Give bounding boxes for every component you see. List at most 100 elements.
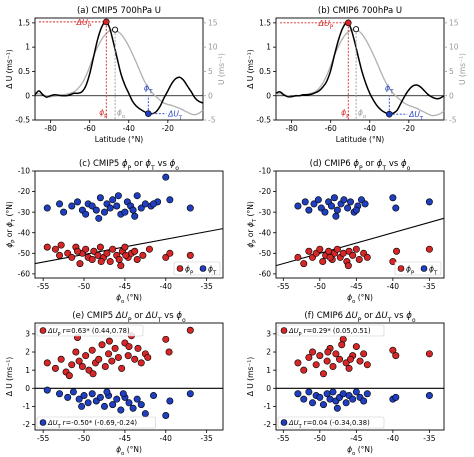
y-tick-label: 3 bbox=[25, 329, 30, 338]
red-point bbox=[78, 363, 86, 371]
legend-bottom-left: ΔUT r=0.04 (-0.34,0.38) bbox=[277, 416, 385, 430]
red-point bbox=[115, 255, 123, 263]
y-right-tick-label: -5 bbox=[208, 116, 216, 125]
red-point bbox=[114, 353, 122, 361]
red-point bbox=[64, 249, 72, 257]
y-right-tick-label: 15 bbox=[449, 18, 459, 27]
y-tick-label: 1 bbox=[25, 366, 30, 375]
blue-point bbox=[133, 395, 141, 403]
red-point bbox=[118, 364, 126, 372]
red-point bbox=[294, 253, 302, 261]
red-point bbox=[344, 262, 352, 270]
x-tick-label: -45 bbox=[350, 282, 362, 291]
y-axis-label: Δ U (ms⁻¹) bbox=[5, 49, 14, 88]
text-span: ϕ bbox=[208, 264, 213, 273]
red-point bbox=[82, 245, 90, 253]
legend-marker bbox=[176, 265, 184, 272]
y-tick-label: -20 bbox=[259, 187, 271, 196]
text-span: ΔU bbox=[76, 18, 88, 27]
subscript-text: o bbox=[175, 165, 179, 172]
y-right-tick-label: 5 bbox=[449, 67, 454, 76]
text-span: ϕ bbox=[170, 159, 176, 169]
red-point bbox=[392, 352, 400, 360]
blue-point bbox=[186, 390, 194, 398]
red-point bbox=[186, 251, 194, 259]
red-point bbox=[101, 363, 109, 371]
red-point bbox=[65, 372, 73, 380]
red-point bbox=[332, 350, 340, 358]
red-point bbox=[326, 253, 334, 261]
x-axis-label: ϕo (°N) bbox=[116, 445, 142, 457]
y-tick-label: -40 bbox=[18, 228, 30, 237]
y-tick-label: 0 bbox=[25, 91, 30, 100]
text-span: ϕ bbox=[116, 293, 121, 302]
red-point bbox=[122, 251, 130, 259]
y-tick-label: -2 bbox=[264, 420, 272, 429]
red-point bbox=[95, 355, 103, 363]
subscript-text: P bbox=[252, 239, 258, 243]
subscript-text: P bbox=[58, 332, 61, 338]
text-span: ΔU bbox=[288, 327, 299, 335]
delta-u-line bbox=[34, 21, 204, 115]
red-point bbox=[393, 247, 401, 255]
subscript-text: P bbox=[128, 317, 132, 324]
x-tick-label: -80 bbox=[286, 124, 298, 133]
y-right-tick-label: -5 bbox=[449, 116, 457, 125]
legend-marker bbox=[39, 327, 47, 334]
x-tick-label: -40 bbox=[123, 124, 135, 133]
red-point bbox=[82, 352, 90, 360]
blue-point bbox=[106, 204, 114, 212]
x-tick-label: -35 bbox=[201, 434, 213, 443]
y-right-tick-label: 15 bbox=[208, 18, 218, 27]
red-point bbox=[389, 346, 397, 354]
x-tick-label: -35 bbox=[201, 282, 213, 291]
du-t-label: ΔUT bbox=[167, 110, 183, 122]
subscript-text: o bbox=[352, 451, 355, 457]
blue-point bbox=[82, 210, 90, 218]
blue-point bbox=[75, 395, 83, 403]
legend-marker bbox=[420, 265, 428, 272]
y-axis-label: Δ U (ms⁻¹) bbox=[5, 357, 14, 396]
legend-box bbox=[394, 261, 442, 276]
axes-frame bbox=[275, 170, 445, 279]
y-right-axis-label: U (ms⁻¹) bbox=[458, 53, 467, 85]
axes-frame bbox=[34, 170, 224, 279]
red-point bbox=[105, 337, 113, 345]
legend: ϕP ϕT bbox=[173, 261, 221, 276]
x-tick-label: -80 bbox=[45, 124, 57, 133]
red-point bbox=[347, 355, 355, 363]
y-right-tick-label: 10 bbox=[208, 43, 218, 52]
blue-point bbox=[113, 395, 121, 403]
red-point bbox=[68, 361, 76, 369]
text-span: (°N) bbox=[5, 201, 14, 219]
blue-point bbox=[56, 390, 64, 398]
blue-point bbox=[92, 206, 100, 214]
red-point bbox=[139, 251, 147, 259]
blue-point bbox=[64, 393, 72, 401]
red-point bbox=[144, 353, 152, 361]
text-span: r=0.04 (-0.34,0.38) bbox=[302, 419, 370, 427]
subscript-text: o bbox=[121, 299, 124, 305]
red-point bbox=[363, 253, 371, 261]
text-span: ΔU bbox=[47, 327, 58, 335]
red-point bbox=[108, 357, 116, 365]
text-span: ϕ bbox=[385, 84, 391, 93]
red-point bbox=[323, 357, 331, 365]
blue-point bbox=[68, 202, 76, 210]
red-point bbox=[98, 341, 106, 349]
blue-point bbox=[109, 196, 117, 204]
legend-label: ϕP bbox=[185, 264, 194, 276]
legend-label: ΔUP r=0.29* (0.05,0.51) bbox=[288, 327, 371, 338]
x-tick-label: -20 bbox=[403, 124, 415, 133]
plot-area bbox=[276, 335, 444, 412]
y-right-tick-label: 10 bbox=[449, 43, 459, 52]
red-point bbox=[124, 352, 132, 360]
panel-a: (a) CMIP5 700hPa U -80 -60 -40 -20 -0.5 0 0.5 1 1… bbox=[5, 6, 226, 144]
phi-t-label: ϕT bbox=[385, 84, 394, 96]
blue-point bbox=[137, 401, 145, 409]
red-point bbox=[336, 355, 344, 363]
y-tick-label: -20 bbox=[18, 187, 30, 196]
subscript-text: T bbox=[150, 165, 155, 172]
legend-label: ΔUP r=0.63* (0.44,0.78) bbox=[47, 327, 130, 338]
